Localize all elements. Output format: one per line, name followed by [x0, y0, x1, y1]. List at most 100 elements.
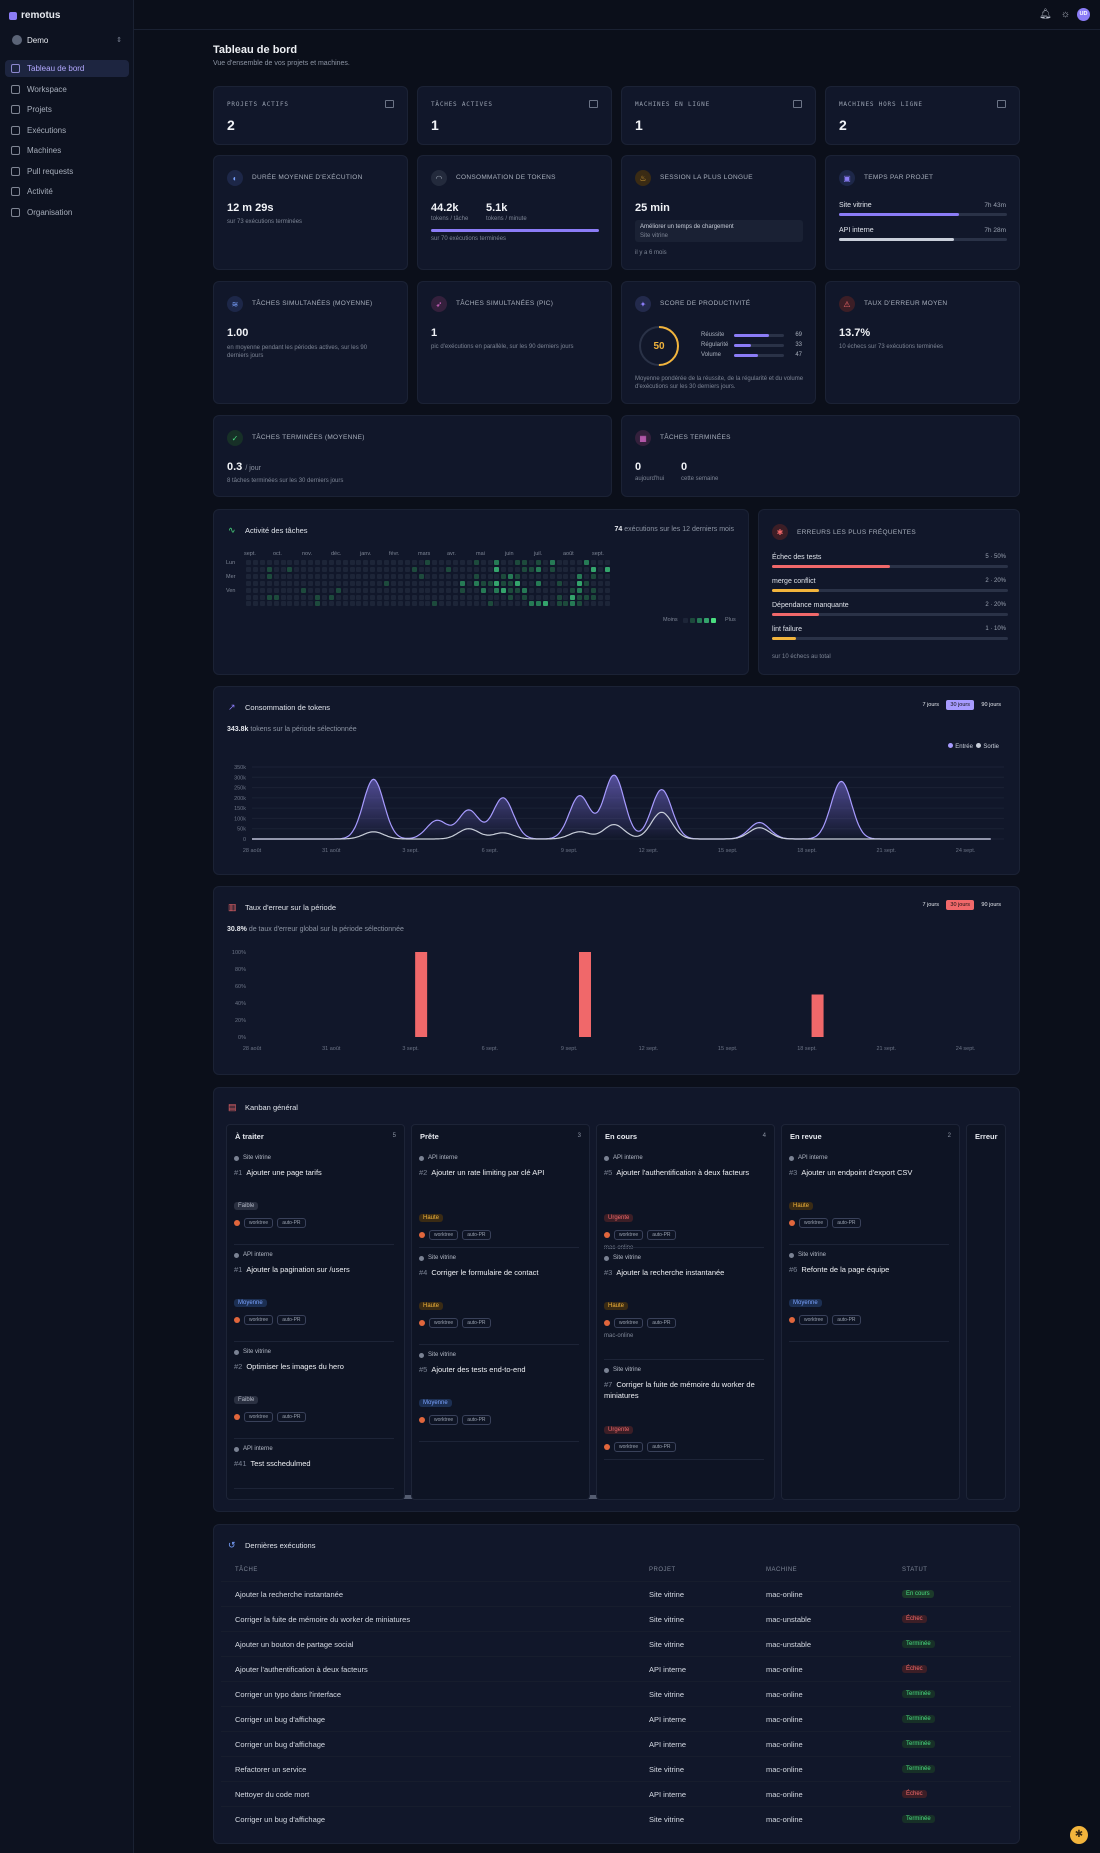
series-line-output[interactable] — [252, 811, 991, 840]
cell-task[interactable]: Corriger un bug d'affichage — [235, 1715, 326, 1724]
heatmap-cell[interactable] — [453, 560, 458, 565]
heatmap-cell[interactable] — [522, 580, 527, 586]
table-row[interactable]: Corriger un bug d'affichage API interne ma… — [221, 1731, 1011, 1756]
heatmap-cell[interactable] — [515, 587, 521, 593]
heatmap-cell[interactable] — [453, 566, 458, 572]
error-bar[interactable] — [811, 994, 824, 1038]
heatmap-cell[interactable] — [246, 560, 251, 565]
heatmap-cell[interactable] — [328, 580, 334, 586]
heatmap-cell[interactable] — [273, 566, 279, 572]
heatmap-cell[interactable] — [411, 587, 417, 593]
heatmap-cell[interactable] — [515, 594, 521, 600]
heatmap-cell[interactable] — [363, 580, 369, 586]
heatmap-cell[interactable] — [446, 587, 452, 593]
kanban-card-item[interactable]: Site vitrine #7 Corriger la fuite de mémoi… — [604, 1367, 764, 1467]
heatmap-cell[interactable] — [252, 573, 258, 579]
heatmap-cell[interactable] — [397, 594, 403, 600]
heatmap-cell[interactable] — [501, 560, 507, 565]
heatmap-cell[interactable] — [356, 601, 362, 607]
heatmap-cell[interactable] — [570, 560, 576, 565]
heatmap-cell[interactable] — [528, 573, 534, 579]
heatmap-cell[interactable] — [349, 594, 355, 600]
heatmap-cell[interactable] — [494, 594, 500, 600]
heatmap-cell[interactable] — [439, 601, 445, 607]
heatmap-cell[interactable] — [508, 566, 514, 572]
heatmap-cell[interactable] — [404, 594, 410, 600]
kanban-card-item[interactable]: Site vitrine #5 Ajouter des tests end-to-e… — [419, 1352, 579, 1449]
heatmap-cell[interactable] — [522, 587, 527, 593]
heatmap-cell[interactable] — [425, 580, 431, 586]
heatmap-cell[interactable] — [570, 587, 576, 593]
heatmap-cell[interactable] — [584, 587, 590, 593]
col-header-task[interactable]: TÂCHE — [235, 1567, 258, 1573]
heatmap-cell[interactable] — [508, 560, 514, 565]
heatmap-cell[interactable] — [294, 566, 300, 572]
sidebar-item[interactable]: Machines — [5, 142, 129, 159]
heatmap-cell[interactable] — [501, 601, 507, 607]
heatmap-cell[interactable] — [563, 594, 569, 600]
heatmap-cell[interactable] — [390, 560, 396, 565]
heatmap-cell[interactable] — [321, 566, 327, 572]
heatmap-cell[interactable] — [535, 573, 541, 579]
heatmap-cell[interactable] — [480, 560, 486, 565]
heatmap-cell[interactable] — [377, 580, 383, 586]
heatmap-cell[interactable] — [377, 560, 383, 565]
heatmap-cell[interactable] — [308, 594, 314, 600]
bell-icon[interactable]: 🔔︎ — [1039, 9, 1052, 20]
heatmap-cell[interactable] — [432, 573, 438, 579]
heatmap-cell[interactable] — [549, 573, 555, 579]
heatmap-cell[interactable] — [549, 594, 555, 600]
heatmap-cell[interactable] — [604, 560, 610, 565]
heatmap-cell[interactable] — [459, 566, 465, 572]
heatmap-cell[interactable] — [259, 566, 265, 572]
heatmap-cell[interactable] — [439, 573, 445, 579]
heatmap-cell[interactable] — [556, 580, 562, 586]
sidebar-item[interactable]: Workspace — [5, 81, 129, 98]
heatmap-cell[interactable] — [480, 580, 486, 586]
error-bar[interactable] — [415, 952, 428, 1037]
heatmap-cell[interactable] — [328, 560, 334, 565]
heatmap-cell[interactable] — [466, 587, 472, 593]
heatmap-cell[interactable] — [287, 587, 293, 593]
heatmap-cell[interactable] — [384, 573, 389, 579]
heatmap-cell[interactable] — [342, 560, 348, 565]
heatmap-cell[interactable] — [287, 580, 293, 586]
heatmap-cell[interactable] — [370, 601, 376, 607]
heatmap-cell[interactable] — [315, 560, 320, 565]
heatmap-cell[interactable] — [556, 601, 562, 607]
heatmap-cell[interactable] — [563, 601, 569, 607]
heatmap-cell[interactable] — [494, 601, 500, 607]
heatmap-cell[interactable] — [308, 573, 314, 579]
heatmap-cell[interactable] — [418, 587, 424, 593]
heatmap-cell[interactable] — [494, 560, 500, 565]
heatmap-cell[interactable] — [501, 594, 507, 600]
heatmap-cell[interactable] — [349, 573, 355, 579]
heatmap-cell[interactable] — [473, 580, 479, 586]
heatmap-cell[interactable] — [252, 587, 258, 593]
heatmap-cell[interactable] — [535, 587, 541, 593]
heatmap-cell[interactable] — [356, 573, 362, 579]
table-row[interactable]: Corriger un bug d'affichage Site vitrine m… — [221, 1806, 1011, 1831]
range-option[interactable]: 90 jours — [981, 902, 1001, 908]
heatmap-cell[interactable] — [397, 580, 403, 586]
heatmap-cell[interactable] — [466, 601, 472, 607]
heatmap-cell[interactable] — [563, 560, 569, 565]
heatmap-cell[interactable] — [404, 580, 410, 586]
heatmap-cell[interactable] — [294, 594, 300, 600]
heatmap-cell[interactable] — [604, 566, 610, 572]
heatmap-cell[interactable] — [294, 580, 300, 586]
heatmap-cell[interactable] — [453, 587, 458, 593]
heatmap-cell[interactable] — [287, 566, 293, 572]
heatmap-cell[interactable] — [508, 601, 514, 607]
heatmap-cell[interactable] — [563, 566, 569, 572]
table-row[interactable]: Corriger un typo dans l'interface Site vi… — [221, 1681, 1011, 1706]
heatmap-cell[interactable] — [432, 594, 438, 600]
heatmap-cell[interactable] — [542, 580, 548, 586]
heatmap-cell[interactable] — [308, 601, 314, 607]
heatmap-cell[interactable] — [459, 573, 465, 579]
heatmap-cell[interactable] — [535, 594, 541, 600]
heatmap-cell[interactable] — [384, 566, 389, 572]
heatmap-cell[interactable] — [597, 601, 603, 607]
workspace-switcher[interactable]: Demo ⇕ — [6, 32, 128, 48]
heatmap-cell[interactable] — [390, 587, 396, 593]
